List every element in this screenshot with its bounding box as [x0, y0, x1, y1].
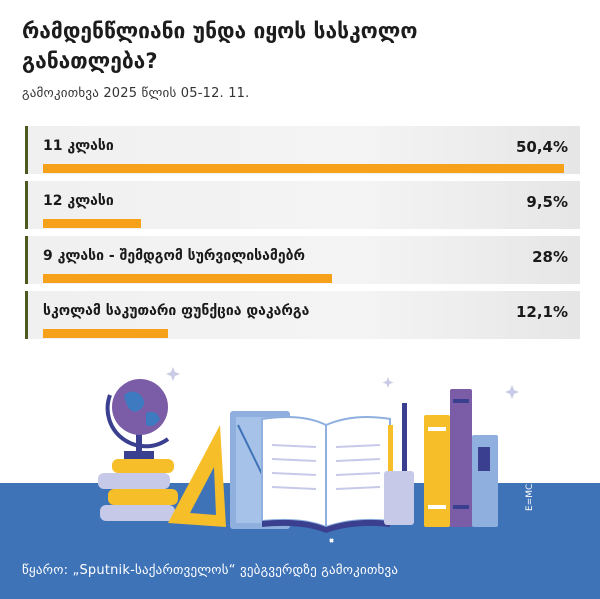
bar	[43, 219, 142, 228]
category-label: სკოლამ საკუთარი ფუნქცია დაკარგა	[43, 303, 310, 319]
bar-track	[43, 329, 564, 338]
set-square-icon	[168, 425, 226, 527]
bar-track	[43, 219, 564, 228]
value-label: 50,4%	[515, 138, 568, 156]
category-label: 12 კლასი	[43, 193, 114, 209]
value-label: 28%	[532, 248, 568, 266]
value-label: 12,1%	[515, 303, 568, 321]
pencil-sketch-icon	[74, 431, 90, 446]
source-text: წყარო: „Sputnik-საქართველოს“ ვებგვერდზე …	[22, 563, 399, 578]
bar-chart: 11 კლასი 50,4% 12 კლასი 9,5% 9 კლასი - შემდგ…	[25, 126, 580, 346]
sparkle-icons	[166, 367, 519, 399]
open-book-icon	[261, 416, 391, 533]
chart-row: სკოლამ საკუთარი ფუნქცია დაკარგა 12,1%	[25, 291, 580, 339]
chart-title: რამდენწლიანი უნდა იყოს სასკოლო განათლება…	[22, 19, 418, 73]
bar	[43, 164, 564, 173]
book-stack-icon	[98, 459, 178, 521]
star-icon	[329, 538, 334, 543]
bar-track	[43, 164, 564, 173]
category-label: 11 კლასი	[43, 138, 114, 154]
chart-row: 12 კლასი 9,5%	[25, 181, 580, 229]
pencil-cup-icon	[384, 403, 414, 525]
source-footer: წყარო: „Sputnik-საქართველოს“ ვებგვერდზე …	[0, 545, 600, 599]
bar	[43, 329, 169, 338]
category-label: 9 კლასი - შემდგომ სურვილისამებრ	[43, 248, 305, 264]
education-illustration: E=MC2	[0, 367, 600, 545]
emc2-label: E=MC2	[525, 478, 535, 511]
bar-track	[43, 274, 564, 283]
bar	[43, 274, 333, 283]
globe-icon	[105, 379, 170, 459]
chart-row: 9 კლასი - შემდგომ სურვილისამებრ 28%	[25, 236, 580, 284]
chart-row: 11 კლასი 50,4%	[25, 126, 580, 174]
books-shelf-icon	[424, 389, 498, 527]
value-label: 9,5%	[526, 193, 568, 211]
chart-subtitle: გამოკითხვა 2025 წლის 05-12. 11.	[22, 86, 250, 101]
